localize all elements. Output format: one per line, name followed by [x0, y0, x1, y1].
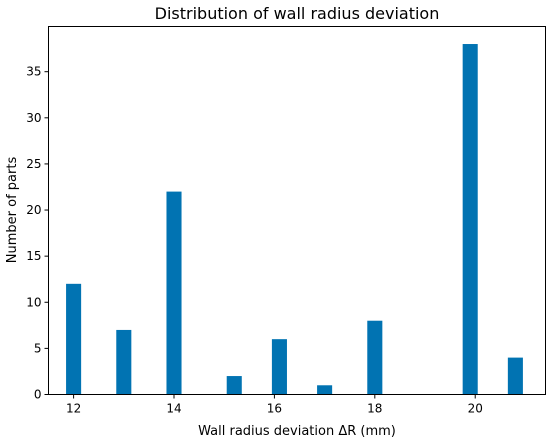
bar [317, 385, 333, 395]
y-tick-label: 10 [26, 295, 41, 309]
y-tick-label: 25 [26, 157, 41, 171]
bars-group [66, 44, 523, 395]
x-tick-label: 16 [267, 402, 282, 416]
y-tick-label: 35 [26, 65, 41, 79]
x-axis-label: Wall radius deviation ΔR (mm) [198, 424, 396, 439]
x-tick-label: 20 [468, 402, 483, 416]
bar [462, 44, 478, 395]
bar [116, 329, 132, 395]
x-tick-label: 18 [367, 402, 382, 416]
bar [367, 320, 383, 395]
plot-frame [48, 26, 546, 395]
bar [66, 283, 82, 395]
x-tick-label: 14 [166, 402, 181, 416]
y-tick-label: 0 [34, 388, 42, 402]
y-axis-label: Number of parts [5, 157, 20, 264]
y-tick-label: 15 [26, 249, 41, 263]
bar [507, 357, 523, 395]
x-tick-label: 12 [66, 402, 81, 416]
y-tick-label: 5 [34, 341, 42, 355]
bar [166, 191, 182, 395]
x-axis-ticks: 12 14 16 18 20 [66, 394, 483, 416]
y-tick-label: 30 [26, 111, 41, 125]
bar [271, 339, 287, 395]
chart-title: Distribution of wall radius deviation [155, 4, 440, 23]
y-axis-ticks: 0 5 10 15 20 25 30 35 [26, 65, 49, 402]
bar [226, 376, 242, 395]
y-tick-label: 20 [26, 203, 41, 217]
